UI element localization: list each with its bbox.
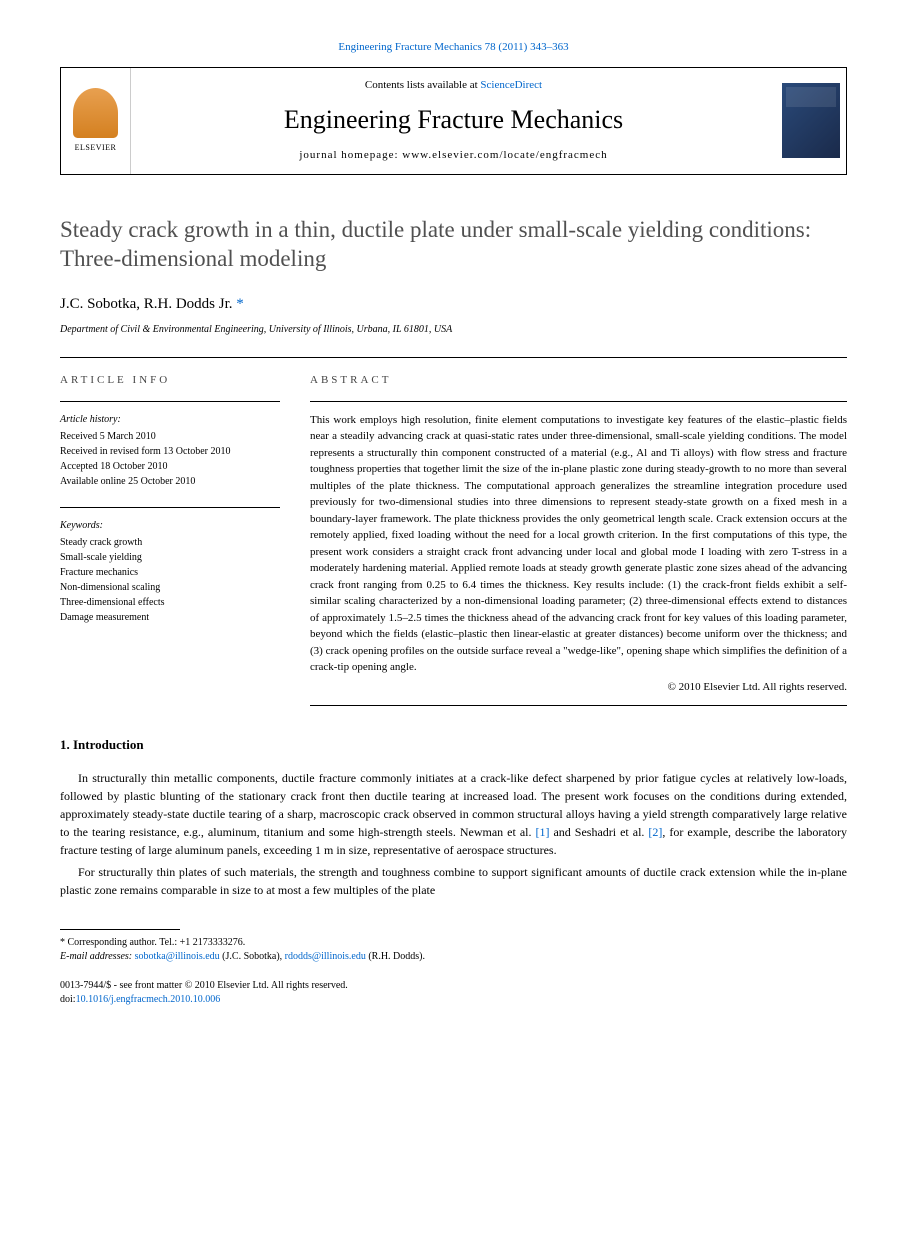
email-footnote: E-mail addresses: sobotka@illinois.edu (… xyxy=(60,950,847,964)
article-info-column: ARTICLE INFO Article history: Received 5… xyxy=(60,373,280,706)
article-history-block: Article history: Received 5 March 2010 R… xyxy=(60,412,280,489)
article-info-label: ARTICLE INFO xyxy=(60,373,280,388)
keywords-block: Keywords: Steady crack growth Small-scal… xyxy=(60,518,280,625)
footnote-block: * Corresponding author. Tel.: +1 2173333… xyxy=(60,936,847,964)
corresponding-author-footnote: * Corresponding author. Tel.: +1 2173333… xyxy=(60,936,847,950)
sciencedirect-link[interactable]: ScienceDirect xyxy=(480,79,542,91)
intro-heading: 1. Introduction xyxy=(60,736,847,754)
history-revised: Received in revised form 13 October 2010 xyxy=(60,444,280,459)
abstract-text: This work employs high resolution, finit… xyxy=(310,412,847,676)
doi-line: doi:10.1016/j.engfracmech.2010.10.006 xyxy=(60,993,847,1007)
abstract-bottom-divider xyxy=(310,705,847,706)
journal-reference: Engineering Fracture Mechanics 78 (2011)… xyxy=(60,40,847,55)
email-name-1: (J.C. Sobotka), xyxy=(220,951,285,962)
abstract-copyright: © 2010 Elsevier Ltd. All rights reserved… xyxy=(310,680,847,695)
history-received: Received 5 March 2010 xyxy=(60,429,280,444)
info-divider xyxy=(60,401,280,402)
keyword-item: Fracture mechanics xyxy=(60,565,280,580)
contents-available-line: Contents lists available at ScienceDirec… xyxy=(365,78,542,93)
history-online: Available online 25 October 2010 xyxy=(60,474,280,489)
history-accepted: Accepted 18 October 2010 xyxy=(60,459,280,474)
abstract-column: ABSTRACT This work employs high resoluti… xyxy=(310,373,847,706)
elsevier-label: ELSEVIER xyxy=(75,142,117,153)
corresponding-author-marker[interactable]: * xyxy=(236,296,244,312)
issn-copyright: 0013-7944/$ - see front matter © 2010 El… xyxy=(60,979,847,993)
journal-cover-thumbnail[interactable] xyxy=(776,68,846,173)
journal-title: Engineering Fracture Mechanics xyxy=(284,102,623,138)
intro-paragraph-2: For structurally thin plates of such mat… xyxy=(60,863,847,899)
intro-paragraph-1: In structurally thin metallic components… xyxy=(60,769,847,859)
keywords-heading: Keywords: xyxy=(60,518,280,533)
keywords-divider xyxy=(60,507,280,508)
elsevier-tree-icon xyxy=(73,88,118,138)
cover-image xyxy=(782,83,840,158)
info-abstract-columns: ARTICLE INFO Article history: Received 5… xyxy=(60,373,847,706)
keyword-item: Small-scale yielding xyxy=(60,550,280,565)
reference-link-1[interactable]: [1] xyxy=(535,825,549,839)
email-link-1[interactable]: sobotka@illinois.edu xyxy=(135,951,220,962)
email-name-2: (R.H. Dodds). xyxy=(366,951,425,962)
abstract-label: ABSTRACT xyxy=(310,373,847,388)
elsevier-logo[interactable]: ELSEVIER xyxy=(61,68,131,173)
email-label: E-mail addresses: xyxy=(60,951,135,962)
doi-label: doi: xyxy=(60,994,76,1005)
keyword-item: Non-dimensional scaling xyxy=(60,580,280,595)
reference-link-2[interactable]: [2] xyxy=(648,825,662,839)
contents-prefix: Contents lists available at xyxy=(365,79,480,91)
header-center: Contents lists available at ScienceDirec… xyxy=(131,68,776,173)
keyword-item: Three-dimensional effects xyxy=(60,595,280,610)
doi-link[interactable]: 10.1016/j.engfracmech.2010.10.006 xyxy=(76,994,221,1005)
authors-line: J.C. Sobotka, R.H. Dodds Jr. * xyxy=(60,294,847,315)
abstract-divider xyxy=(310,401,847,402)
divider-top xyxy=(60,357,847,358)
bottom-publication-info: 0013-7944/$ - see front matter © 2010 El… xyxy=(60,979,847,1007)
journal-header-box: ELSEVIER Contents lists available at Sci… xyxy=(60,67,847,174)
keyword-item: Steady crack growth xyxy=(60,535,280,550)
affiliation: Department of Civil & Environmental Engi… xyxy=(60,323,847,337)
keyword-item: Damage measurement xyxy=(60,610,280,625)
intro-p1-mid: and Seshadri et al. xyxy=(549,825,648,839)
footnote-divider xyxy=(60,929,180,930)
email-link-2[interactable]: rdodds@illinois.edu xyxy=(285,951,366,962)
authors-names: J.C. Sobotka, R.H. Dodds Jr. xyxy=(60,296,233,312)
article-title: Steady crack growth in a thin, ductile p… xyxy=(60,215,847,275)
history-heading: Article history: xyxy=(60,412,280,427)
journal-homepage: journal homepage: www.elsevier.com/locat… xyxy=(299,148,607,163)
